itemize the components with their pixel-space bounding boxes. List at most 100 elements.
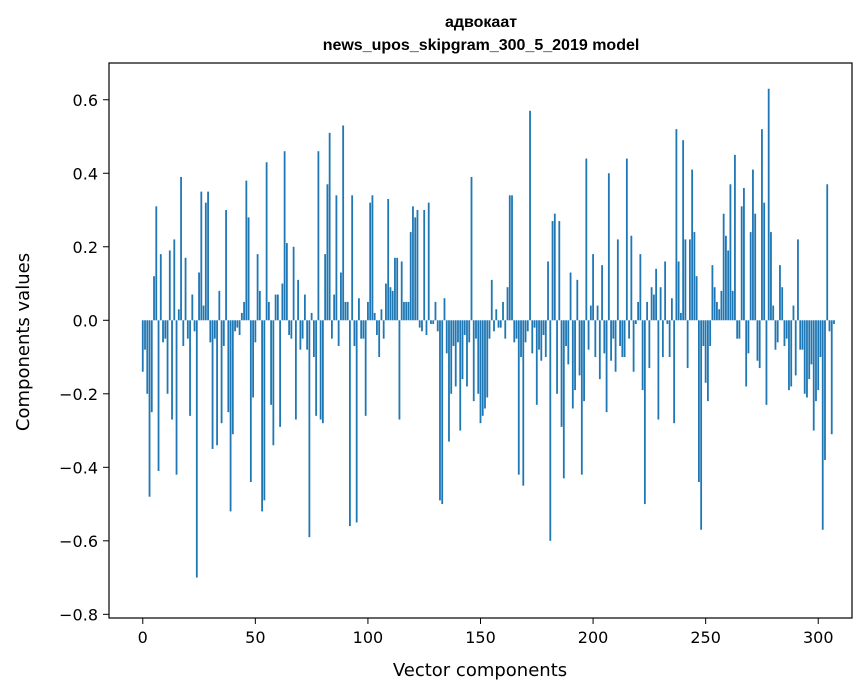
bar — [756, 320, 759, 361]
bar — [666, 320, 669, 324]
bar — [463, 320, 466, 335]
bar — [434, 301, 437, 321]
bar — [294, 320, 297, 420]
bar — [571, 320, 574, 409]
bar — [747, 320, 750, 354]
bar — [817, 320, 820, 391]
bar — [763, 202, 766, 321]
bar — [702, 320, 705, 347]
bar — [394, 257, 396, 321]
bar — [738, 320, 741, 339]
bar — [207, 191, 209, 321]
bar — [614, 320, 617, 372]
bar — [308, 320, 311, 538]
bar — [524, 320, 527, 343]
y-axis: −0.8 −0.6 −0.4 −0.2 0.0 0.2 0.4 0.6 — [59, 91, 109, 624]
bar — [166, 320, 169, 394]
bar — [227, 320, 230, 413]
x-tick-label: 200 — [578, 628, 609, 647]
bar — [186, 320, 189, 339]
bar — [342, 125, 345, 321]
bar — [236, 320, 239, 328]
bar — [358, 298, 360, 321]
bar — [317, 151, 320, 321]
bar — [679, 312, 682, 321]
bar — [743, 187, 745, 321]
bar — [826, 184, 829, 321]
bar — [349, 320, 351, 527]
bar — [249, 320, 252, 482]
bar — [830, 320, 833, 435]
bar — [650, 287, 653, 321]
x-tick-label: 0 — [138, 628, 148, 647]
bar — [655, 268, 658, 321]
bar — [792, 305, 795, 321]
bar — [821, 320, 824, 530]
bar — [497, 320, 500, 328]
bar — [810, 320, 813, 365]
bar — [335, 195, 338, 321]
bar — [551, 221, 554, 321]
bar — [783, 320, 786, 347]
bar — [531, 320, 534, 354]
bar — [423, 210, 426, 321]
bar — [637, 301, 640, 321]
bar — [461, 320, 464, 380]
bar — [319, 320, 322, 420]
bar — [346, 301, 349, 321]
bar — [749, 232, 752, 321]
bar — [684, 239, 687, 321]
bar — [664, 261, 667, 321]
bar — [544, 320, 547, 358]
bar — [432, 320, 435, 324]
bar — [776, 320, 779, 343]
bar — [610, 320, 612, 361]
bar — [797, 239, 799, 321]
bar — [369, 202, 372, 321]
bar — [515, 320, 518, 339]
bar — [459, 320, 462, 431]
x-tick-label: 50 — [245, 628, 265, 647]
bar — [261, 320, 263, 512]
bar — [312, 320, 315, 358]
x-axis-title: Vector components — [393, 660, 567, 681]
bar — [407, 301, 410, 321]
bar — [833, 320, 835, 324]
bar — [790, 320, 793, 387]
bar — [659, 287, 662, 321]
bar — [693, 232, 696, 321]
bar — [704, 320, 707, 383]
y-tick-label: 0.6 — [73, 91, 98, 110]
bar — [767, 88, 770, 321]
bar — [652, 294, 655, 321]
bar — [450, 320, 453, 394]
bars-group — [141, 88, 835, 578]
bar — [657, 320, 660, 420]
y-tick-label: −0.4 — [59, 458, 98, 477]
bar — [673, 320, 676, 424]
bar — [765, 320, 768, 405]
y-tick-label: −0.2 — [59, 385, 98, 404]
bar — [745, 320, 748, 387]
bar — [634, 320, 637, 324]
bar — [270, 320, 273, 405]
bar — [598, 320, 601, 380]
bar — [164, 320, 167, 339]
bar — [623, 320, 626, 358]
bar — [517, 320, 520, 475]
x-tick-label: 150 — [465, 628, 496, 647]
bar — [310, 312, 313, 321]
bar — [569, 272, 572, 321]
bar — [403, 301, 405, 321]
bar — [707, 320, 709, 402]
bar — [254, 320, 257, 343]
bar — [686, 320, 689, 369]
bar — [263, 320, 266, 501]
bar — [452, 320, 455, 347]
bar — [364, 320, 367, 416]
bar — [315, 320, 318, 416]
bar — [716, 301, 718, 321]
bar — [542, 320, 545, 335]
bar — [378, 320, 381, 358]
bar — [630, 235, 633, 321]
